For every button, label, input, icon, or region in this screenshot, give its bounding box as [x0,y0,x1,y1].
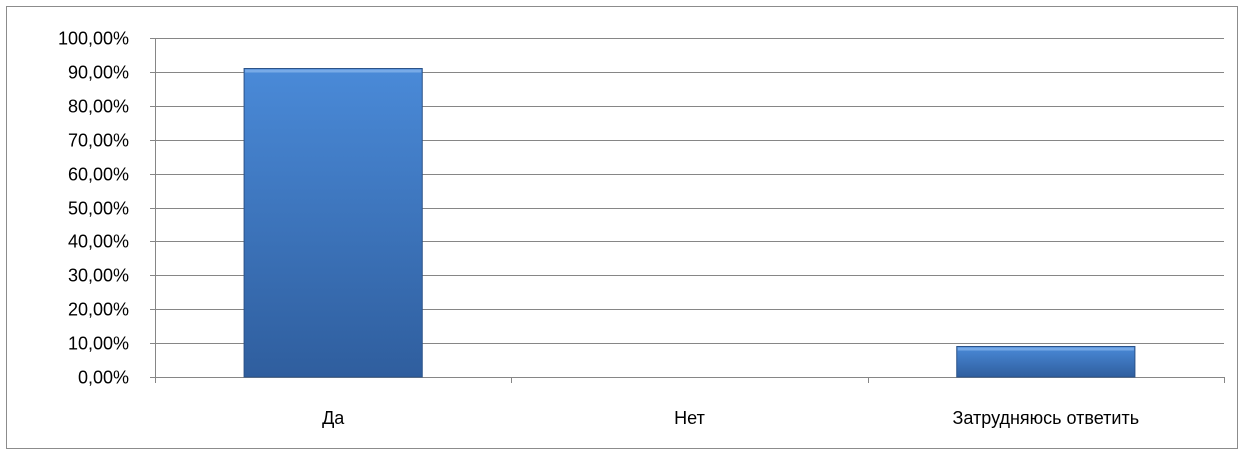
y-tick-label: 20,00% [68,300,129,320]
category-label: Нет [674,408,705,428]
y-tick-label: 30,00% [68,266,129,286]
bar-highlight [245,69,422,73]
y-tick-label: 90,00% [68,63,129,83]
y-tick-label: 50,00% [68,199,129,219]
y-tick-label: 60,00% [68,165,129,185]
y-tick-label: 10,00% [68,334,129,354]
bar [243,68,423,378]
category-labels: Да Нет Затрудняюсь ответить [322,408,1139,428]
y-tick-labels: 0,00% 10,00% 20,00% 30,00% 40,00% 50,00% 60,00… [58,29,129,388]
y-tick-label: 80,00% [68,97,129,117]
y-tick-label: 70,00% [68,131,129,151]
bar [956,345,1136,378]
bar-highlight [957,347,1134,351]
y-tick-label: 0,00% [78,368,129,388]
y-tick-label: 100,00% [58,29,129,49]
category-label: Да [322,408,345,428]
bars [243,68,1136,378]
chart-frame [6,6,1238,449]
category-label: Затрудняюсь ответить [953,408,1140,428]
y-tick-label: 40,00% [68,232,129,252]
